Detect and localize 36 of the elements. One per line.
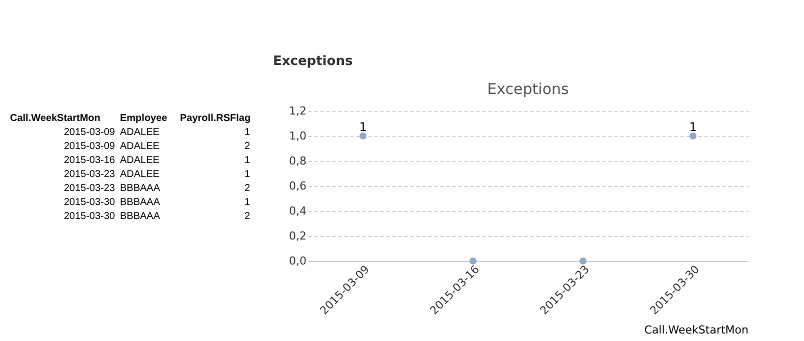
text: 2015-03-09 xyxy=(64,127,116,138)
y-tick-label: 0,4 xyxy=(289,204,306,218)
y-tick-label: 0,6 xyxy=(289,180,306,192)
text: 1 xyxy=(244,155,250,166)
y-tick-label: 1,2 xyxy=(289,104,306,118)
y-tick-label: 0,0 xyxy=(289,254,306,268)
text: ADALEE xyxy=(120,127,160,138)
text: BBBAAA xyxy=(120,197,160,208)
text: 2 xyxy=(244,141,250,152)
text: 1 xyxy=(244,197,250,208)
text: 2015-03-23 xyxy=(64,169,116,180)
text: Payroll.RSFlag xyxy=(180,113,251,124)
text: BBBAAA xyxy=(120,183,160,194)
text: 2015-03-23 xyxy=(64,183,116,194)
text: Employee xyxy=(120,113,168,124)
text: Call.WeekStartMon xyxy=(10,113,100,124)
text: ADALEE xyxy=(120,141,160,152)
y-tick-label: 0,8 xyxy=(289,154,306,168)
text: 2015-03-30 xyxy=(64,197,116,208)
text: 1 xyxy=(244,127,250,138)
text: Exceptions xyxy=(273,54,353,69)
text: 1 xyxy=(244,169,250,180)
text: 1 xyxy=(689,120,697,134)
text: 2015-03-30 xyxy=(64,211,116,222)
text: 2 xyxy=(244,211,250,222)
text: 1 xyxy=(359,120,367,134)
chart-title: Exceptions xyxy=(487,80,569,98)
text: 2015-03-16 xyxy=(64,155,116,166)
x-axis-title: Call.WeekStartMon xyxy=(644,323,749,336)
y-tick-label: 1,0 xyxy=(289,130,306,142)
y-tick-label: 0,2 xyxy=(289,230,306,242)
text: ADALEE xyxy=(120,155,160,166)
text: BBBAAA xyxy=(120,211,160,222)
text: ADALEE xyxy=(120,169,160,180)
text: 2015-03-09 xyxy=(64,141,116,152)
text: 2 xyxy=(244,183,250,194)
